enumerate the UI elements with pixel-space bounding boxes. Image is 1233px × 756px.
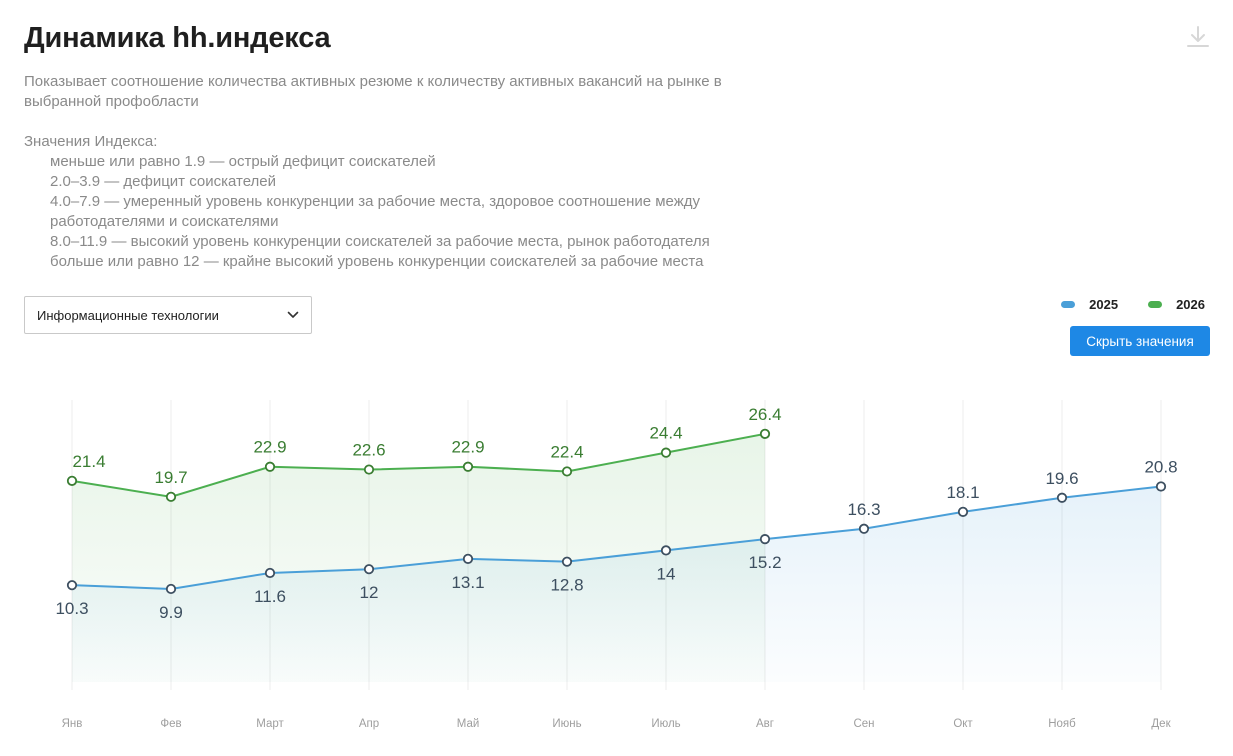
data-label-2025: 15.2 <box>748 553 781 572</box>
data-point-2025[interactable] <box>264 567 276 579</box>
data-label-2026: 22.9 <box>451 438 484 457</box>
data-label-2025: 9.9 <box>159 603 183 622</box>
data-point-2026[interactable] <box>561 466 573 477</box>
value-range-item: меньше или равно 1.9 — острый дефицит со… <box>50 153 436 170</box>
x-tick-label: Окт <box>953 718 973 730</box>
data-label-2025: 18.1 <box>946 483 979 502</box>
hide-values-button[interactable]: Скрыть значения <box>1070 326 1210 356</box>
x-tick-label: Июль <box>651 718 680 730</box>
legend-item-2025[interactable]: 2025 <box>1061 297 1118 312</box>
data-point-2025[interactable] <box>1056 492 1068 503</box>
value-range-item: 4.0–7.9 — умеренный уровень конкуренции … <box>50 193 701 230</box>
data-point-2026[interactable] <box>660 447 672 458</box>
x-tick-label: Фев <box>160 718 181 730</box>
data-point-2026[interactable] <box>759 428 771 439</box>
data-point-2025[interactable] <box>759 534 771 545</box>
data-point-2026[interactable] <box>363 464 375 475</box>
values-heading: Значения Индекса: <box>24 133 158 150</box>
data-label-2026: 22.4 <box>550 442 583 461</box>
page-title: Динамика hh.индекса <box>24 22 331 54</box>
series-lines <box>71 432 1162 590</box>
series-line-2026 <box>71 432 766 498</box>
chart-legend: 2025 2026 <box>1061 297 1205 312</box>
x-tick-label: Июнь <box>552 718 581 730</box>
x-tick-label: Дек <box>1151 718 1171 730</box>
data-point-2026[interactable] <box>66 475 78 486</box>
legend-swatch-2025 <box>1061 301 1076 308</box>
data-point-2025[interactable] <box>462 553 474 564</box>
download-icon[interactable] <box>1185 24 1211 50</box>
data-label-2025: 20.8 <box>1144 457 1177 476</box>
series-line-2025 <box>71 485 1162 590</box>
data-label-2026: 19.7 <box>154 468 187 487</box>
data-label-2025: 11.6 <box>254 587 286 606</box>
data-label-2025: 10.3 <box>55 599 88 618</box>
x-tick-label: Авг <box>756 718 774 730</box>
series-area-2026 <box>72 433 765 682</box>
description-text: Показывает соотношение количества активн… <box>24 73 722 110</box>
value-range-item: больше или равно 12 — крайне высокий уро… <box>50 253 704 270</box>
data-point-2025[interactable] <box>165 583 177 595</box>
x-tick-label: Сен <box>853 718 874 730</box>
x-axis-ticks: Янв Фев Март Апр Май Июнь Июль Авг Сен Окт Нояб Дек <box>62 718 1172 730</box>
series-points <box>66 428 1167 595</box>
data-point-2025[interactable] <box>660 545 672 556</box>
data-point-2025[interactable] <box>561 556 573 567</box>
data-label-2025: 13.1 <box>451 573 484 592</box>
data-label-2025: 16.3 <box>847 500 880 519</box>
data-label-2026: 21.4 <box>72 452 105 471</box>
series-areas <box>72 433 1161 682</box>
data-point-2025[interactable] <box>363 564 375 575</box>
data-point-2025[interactable] <box>1155 481 1167 492</box>
legend-label-2025: 2025 <box>1089 297 1119 312</box>
x-tick-label: Май <box>457 718 480 730</box>
values-list: меньше или равно 1.9 — острый дефицит со… <box>24 152 784 272</box>
data-point-2025[interactable] <box>66 580 78 591</box>
data-label-2025: 12.8 <box>550 576 583 595</box>
data-point-2025[interactable] <box>957 506 969 517</box>
data-label-2025: 14 <box>657 564 676 583</box>
x-tick-label: Апр <box>359 718 379 730</box>
chevron-down-icon <box>287 306 299 324</box>
profarea-select[interactable]: Информационные технологии <box>24 296 312 334</box>
data-label-2026: 24.4 <box>649 424 682 443</box>
profarea-select-value: Информационные технологии <box>37 307 219 323</box>
legend-item-2026[interactable]: 2026 <box>1148 297 1205 312</box>
legend-swatch-2026 <box>1148 301 1163 308</box>
data-labels: 10.3 9.9 11.6 12 13.1 12.8 14 15.2 16.3 18.1 19.6 2… <box>55 405 1177 622</box>
data-point-2026[interactable] <box>165 491 177 502</box>
data-point-2026[interactable] <box>264 461 276 472</box>
data-point-2026[interactable] <box>462 461 474 472</box>
data-label-2026: 22.9 <box>253 438 286 457</box>
value-range-item: 8.0–11.9 — высокий уровень конкуренции с… <box>50 233 710 250</box>
legend-label-2026: 2026 <box>1176 297 1205 312</box>
value-range-item: 2.0–3.9 — дефицит соискателей <box>50 173 277 190</box>
data-point-2025[interactable] <box>858 523 870 534</box>
index-description: Показывает соотношение количества активн… <box>24 72 784 272</box>
data-label-2026: 22.6 <box>352 441 385 460</box>
data-label-2025: 19.6 <box>1045 469 1078 488</box>
line-chart: 10.3 9.9 11.6 12 13.1 12.8 14 15.2 16.3 18.1 19.6 2… <box>55 400 1178 730</box>
data-label-2026: 26.4 <box>748 405 781 424</box>
x-tick-label: Март <box>256 718 284 730</box>
x-tick-label: Нояб <box>1048 718 1076 730</box>
x-tick-label: Янв <box>62 718 83 730</box>
data-label-2025: 12 <box>360 583 379 602</box>
